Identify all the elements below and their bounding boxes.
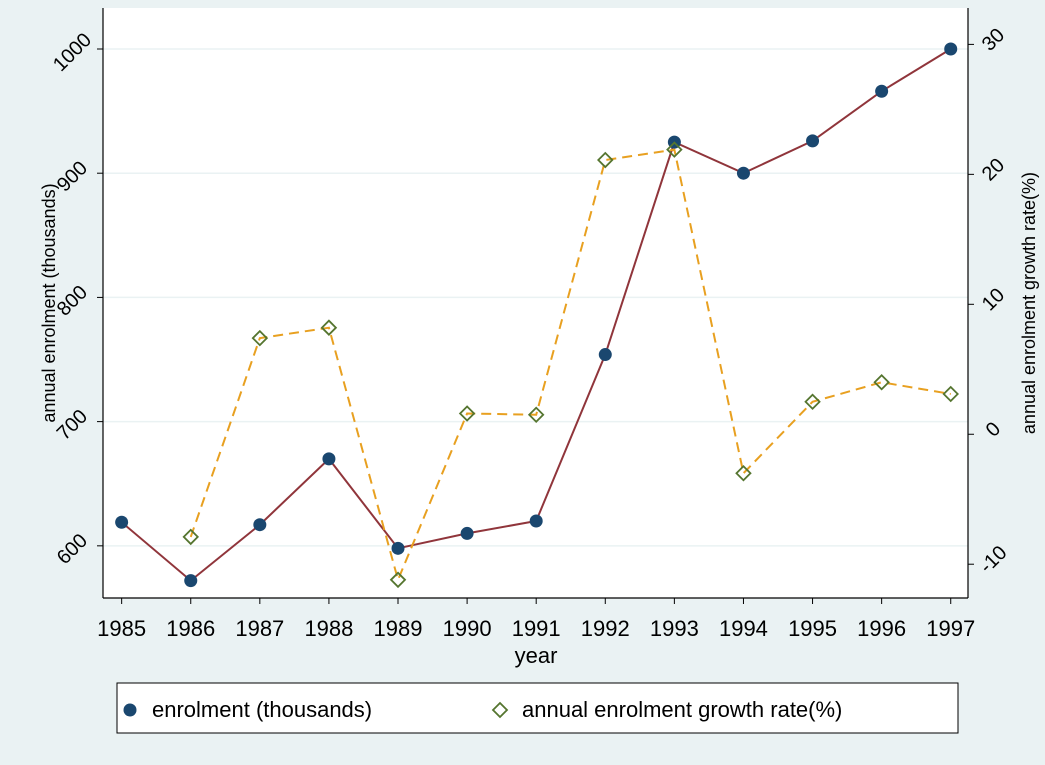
- x-tick-label: 1993: [650, 616, 699, 641]
- data-point: [804, 393, 821, 411]
- x-tick-label: 1985: [97, 616, 146, 641]
- data-point: [320, 319, 338, 336]
- x-tick-label: 1992: [581, 616, 630, 641]
- data-point: [322, 452, 336, 466]
- data-point: [806, 134, 820, 148]
- x-tick-label: 1990: [443, 616, 492, 641]
- data-point: [389, 571, 407, 589]
- legend-label: annual enrolment growth rate(%): [522, 697, 842, 722]
- y-axis-title: annual enrolment (thousands): [39, 183, 59, 422]
- data-point: [458, 405, 476, 422]
- legend-marker: [491, 701, 509, 719]
- data-point: [875, 84, 889, 98]
- data-point: [944, 42, 958, 56]
- data-point: [253, 518, 267, 532]
- data-point: [942, 385, 960, 403]
- data-point: [666, 141, 683, 158]
- x-tick-label: 1994: [719, 616, 768, 641]
- x-tick-label: 1989: [374, 616, 423, 641]
- data-point: [597, 151, 614, 169]
- data-point: [251, 329, 269, 347]
- y2-axis-title: annual enrolment growth rate(%): [1019, 172, 1039, 434]
- legend-label: enrolment (thousands): [152, 697, 372, 722]
- x-tick-label: 1987: [235, 616, 284, 641]
- x-tick-label: 1991: [512, 616, 561, 641]
- x-tick-label: 1997: [926, 616, 975, 641]
- data-point: [182, 528, 200, 546]
- x-tick-label: 1986: [166, 616, 215, 641]
- data-point: [460, 526, 474, 540]
- x-tick-label: 1988: [304, 616, 353, 641]
- legend: [116, 682, 959, 734]
- data-point: [527, 406, 545, 424]
- data-point: [873, 374, 890, 391]
- x-axis-title: year: [515, 643, 558, 668]
- data-point: [598, 348, 612, 362]
- data-point: [735, 464, 752, 482]
- legend-marker: [123, 703, 137, 717]
- data-point: [115, 515, 129, 529]
- x-tick-label: 1996: [857, 616, 906, 641]
- x-tick-label: 1995: [788, 616, 837, 641]
- data-point: [529, 514, 543, 528]
- data-point: [184, 574, 198, 588]
- data-point: [391, 541, 405, 555]
- data-point: [736, 166, 750, 180]
- plot-area: [103, 8, 968, 598]
